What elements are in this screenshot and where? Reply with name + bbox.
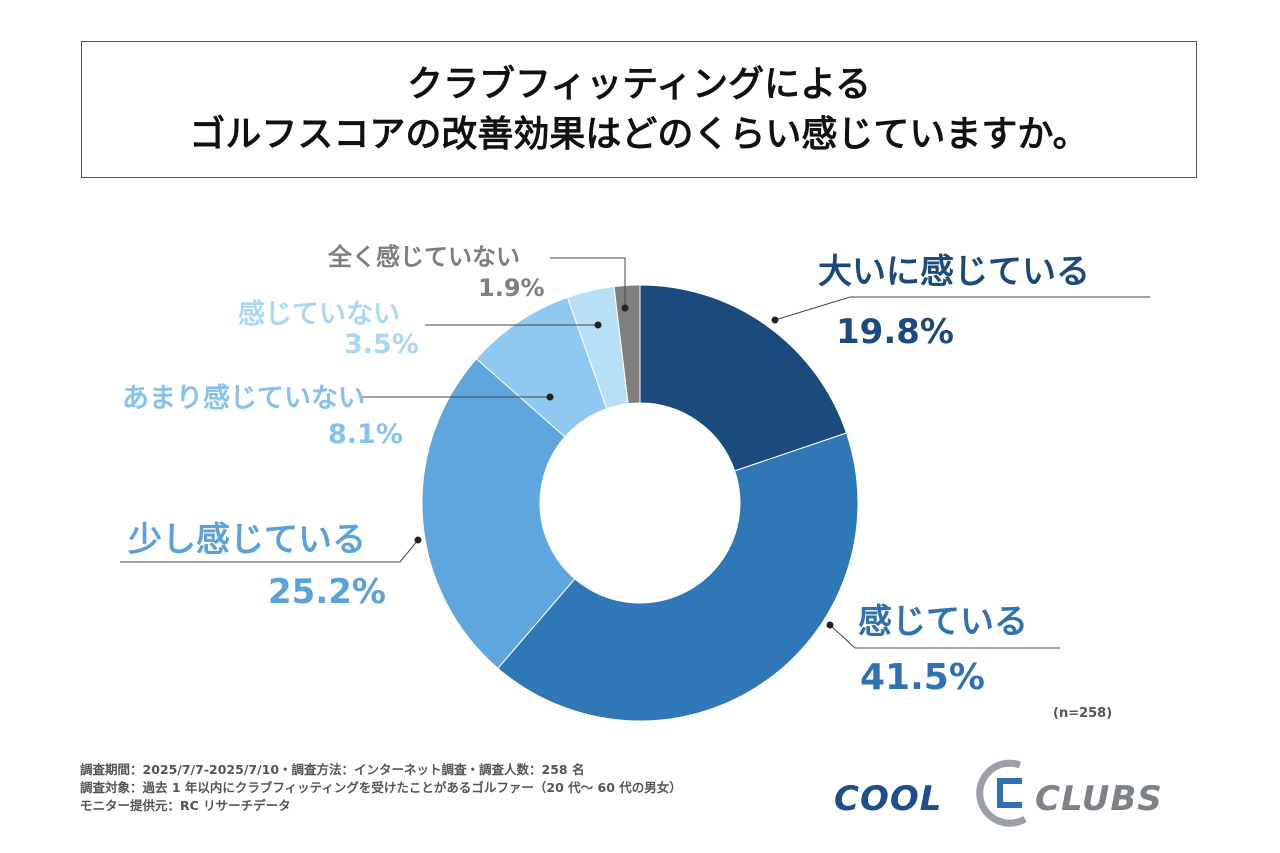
logo-text-left: COOL bbox=[834, 779, 943, 819]
sample-size: (n=258) bbox=[1053, 706, 1113, 721]
survey-footer: 調査期間：2025/7/7-2025/7/10・調査方法：インターネット調査・調… bbox=[80, 761, 682, 815]
leader-line-2 bbox=[120, 539, 419, 563]
donut-slice-5 bbox=[613, 284, 641, 405]
leader-dot-4 bbox=[594, 321, 602, 329]
footer-line-1: 調査期間：2025/7/7-2025/7/10・調査方法：インターネット調査・調… bbox=[80, 762, 585, 777]
leader-line-5 bbox=[550, 257, 626, 308]
leader-dot-1 bbox=[826, 621, 834, 629]
leader-dot-0 bbox=[771, 316, 779, 324]
label-value-1: 41.5% bbox=[860, 657, 985, 698]
leader-dot-3 bbox=[546, 393, 554, 401]
cool-clubs-logo: COOL CLUBS bbox=[830, 757, 1200, 827]
label-category-4: 感じていない bbox=[238, 299, 400, 330]
label-value-4: 3.5% bbox=[344, 329, 419, 360]
footer-line-2: 調査対象：過去 1 年以内にクラブフィッティングを受けたことがあるゴルファー（2… bbox=[80, 780, 682, 795]
label-value-2: 25.2% bbox=[268, 572, 386, 612]
label-category-3: あまり感じていない bbox=[122, 383, 365, 414]
leader-dot-5 bbox=[621, 304, 629, 312]
leader-line-1 bbox=[829, 624, 1060, 649]
chart-title: クラブフィッティングによる ゴルフスコアの改善効果はどのくらい感じていますか。 bbox=[81, 41, 1197, 178]
label-value-0: 19.8% bbox=[836, 312, 954, 352]
label-category-5: 全く感じていない bbox=[328, 243, 520, 271]
donut-slice-0 bbox=[639, 284, 848, 472]
label-value-3: 8.1% bbox=[328, 419, 403, 450]
label-category-0: 大いに感じている bbox=[818, 252, 1090, 292]
label-category-1: 感じている bbox=[858, 602, 1028, 642]
leader-dot-2 bbox=[414, 536, 422, 544]
leader-line-0 bbox=[774, 296, 1150, 321]
donut-slice-1 bbox=[497, 432, 859, 722]
logo-text-right: CLUBS bbox=[1035, 779, 1163, 819]
label-category-2: 少し感じている bbox=[128, 520, 366, 560]
label-value-5: 1.9% bbox=[478, 274, 545, 302]
footer-line-3: モニター提供元：RC リサーチデータ bbox=[80, 798, 291, 813]
logo-emblem-icon bbox=[976, 759, 1027, 827]
title-line-1: クラブフィッティングによる bbox=[406, 63, 872, 105]
title-line-2: ゴルフスコアの改善効果はどのくらい感じていますか。 bbox=[189, 113, 1089, 155]
donut-slice-2 bbox=[421, 358, 576, 670]
